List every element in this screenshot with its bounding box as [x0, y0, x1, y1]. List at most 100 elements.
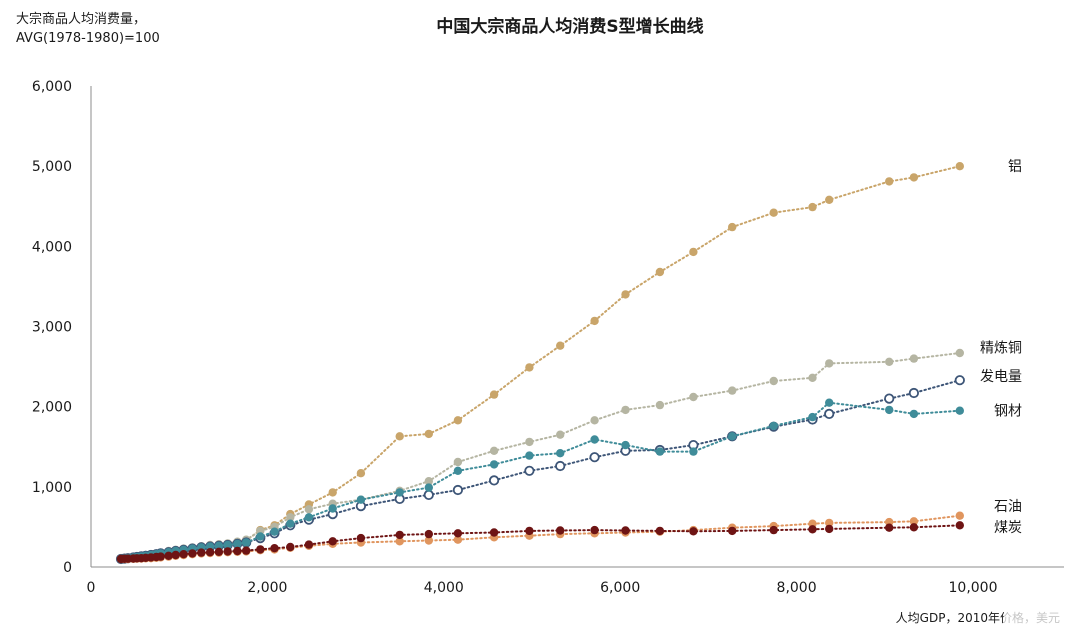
data-point [655, 447, 665, 456]
data-point [885, 357, 894, 366]
data-point [453, 529, 463, 538]
data-point [885, 177, 894, 186]
data-point [424, 529, 433, 539]
data-point [223, 540, 232, 550]
data-point [909, 354, 919, 363]
data-point [286, 542, 295, 552]
data-point [356, 469, 366, 478]
data-point [590, 525, 599, 535]
data-point [689, 392, 698, 402]
data-point [728, 222, 737, 232]
data-point [395, 432, 404, 441]
data-point [424, 536, 433, 545]
series-煤炭 [116, 521, 964, 564]
y-unit-label-line2: AVG(1978-1980)=100 [16, 31, 160, 46]
y-tick-label: 5,000 [32, 159, 72, 175]
data-point [555, 460, 566, 472]
data-point [395, 488, 404, 497]
data-point [590, 316, 599, 326]
data-point [908, 387, 920, 399]
data-point [556, 430, 565, 439]
data-point [328, 537, 337, 546]
series-line [120, 352, 961, 560]
data-point [304, 505, 314, 514]
y-tick-label: 1,000 [32, 480, 72, 496]
data-point [525, 363, 534, 372]
data-point [556, 341, 565, 350]
data-point [589, 452, 600, 463]
series-end-label: 石油 [994, 499, 1022, 515]
data-point [489, 460, 499, 469]
data-point [655, 267, 665, 277]
data-point [424, 477, 433, 486]
data-point [197, 548, 206, 557]
data-point [769, 421, 778, 431]
x-tick-label: 10,000 [949, 580, 998, 596]
data-point [728, 526, 737, 536]
data-point [808, 412, 817, 422]
data-point [453, 416, 463, 425]
data-point [909, 517, 919, 526]
data-point [689, 247, 698, 257]
data-point [452, 484, 463, 496]
data-point [489, 390, 499, 399]
data-point [356, 495, 366, 504]
y-unit-label-line1: 大宗商品人均消费量， [16, 11, 146, 27]
data-point [233, 539, 242, 548]
data-point [825, 518, 834, 528]
data-point [955, 521, 964, 530]
data-point [188, 549, 197, 558]
data-point [824, 408, 835, 419]
x-tick-label: 4,000 [424, 580, 464, 596]
data-point [655, 400, 665, 410]
data-point [556, 449, 565, 458]
y-tick-label: 0 [63, 560, 72, 576]
data-point [256, 545, 265, 554]
data-point [525, 437, 534, 447]
data-point [488, 475, 500, 486]
data-point [525, 526, 534, 536]
watermark-mask [1004, 610, 1074, 630]
data-point [214, 547, 224, 556]
data-point [621, 405, 630, 415]
data-point [955, 162, 964, 171]
data-point [621, 290, 630, 299]
x-tick-label: 0 [87, 580, 96, 596]
data-point [304, 513, 314, 522]
data-point [909, 409, 919, 419]
data-point [328, 488, 337, 497]
y-tick-label: 6,000 [32, 79, 72, 95]
x-tick-labels: 0 2,000 4,000 6,000 8,000 10,000 [87, 580, 998, 596]
data-point [728, 432, 737, 441]
data-point [621, 440, 630, 450]
data-point [524, 465, 535, 476]
data-point [769, 208, 778, 217]
data-point [808, 525, 817, 534]
y-tick-label: 3,000 [32, 320, 72, 336]
y-tick-label: 2,000 [32, 400, 72, 416]
data-point [728, 386, 737, 395]
data-point [395, 537, 404, 546]
data-point [769, 525, 778, 535]
data-point [286, 519, 295, 528]
data-point [955, 511, 964, 520]
data-point [909, 523, 919, 532]
data-point [825, 524, 834, 534]
data-point [590, 416, 599, 425]
data-point [825, 195, 834, 204]
series-line [120, 379, 961, 560]
data-point [256, 532, 265, 541]
data-point [328, 504, 337, 513]
data-point [955, 348, 964, 358]
data-point [955, 406, 964, 415]
data-point [304, 540, 314, 549]
data-point [825, 398, 834, 407]
data-point [356, 533, 366, 543]
data-point [242, 538, 251, 547]
data-point [179, 550, 188, 559]
x-tick-label: 2,000 [247, 580, 287, 596]
data-point [885, 405, 894, 415]
y-tick-label: 4,000 [32, 239, 72, 255]
